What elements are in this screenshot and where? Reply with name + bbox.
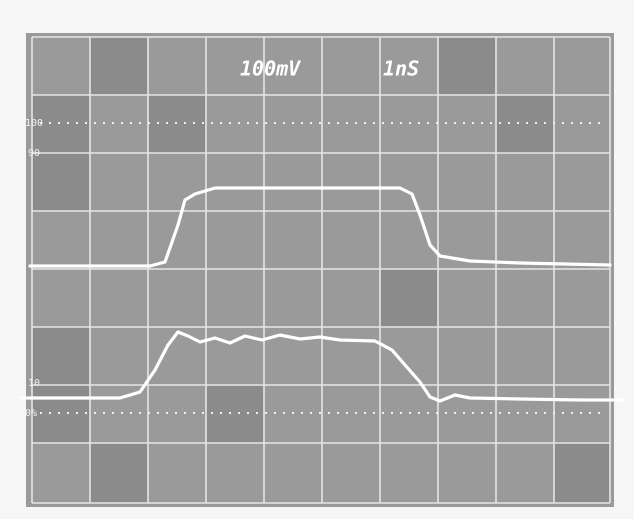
label-90: 90 — [28, 148, 40, 159]
time-per-div: 1nS — [383, 57, 419, 81]
label-100: 100 — [25, 118, 43, 129]
oscilloscope-photo: 100 90 10 0% 100mV 1nS — [0, 0, 634, 519]
label-0: 0% — [25, 408, 37, 419]
volts-per-div: 100mV — [240, 57, 301, 81]
label-10: 10 — [28, 378, 40, 389]
